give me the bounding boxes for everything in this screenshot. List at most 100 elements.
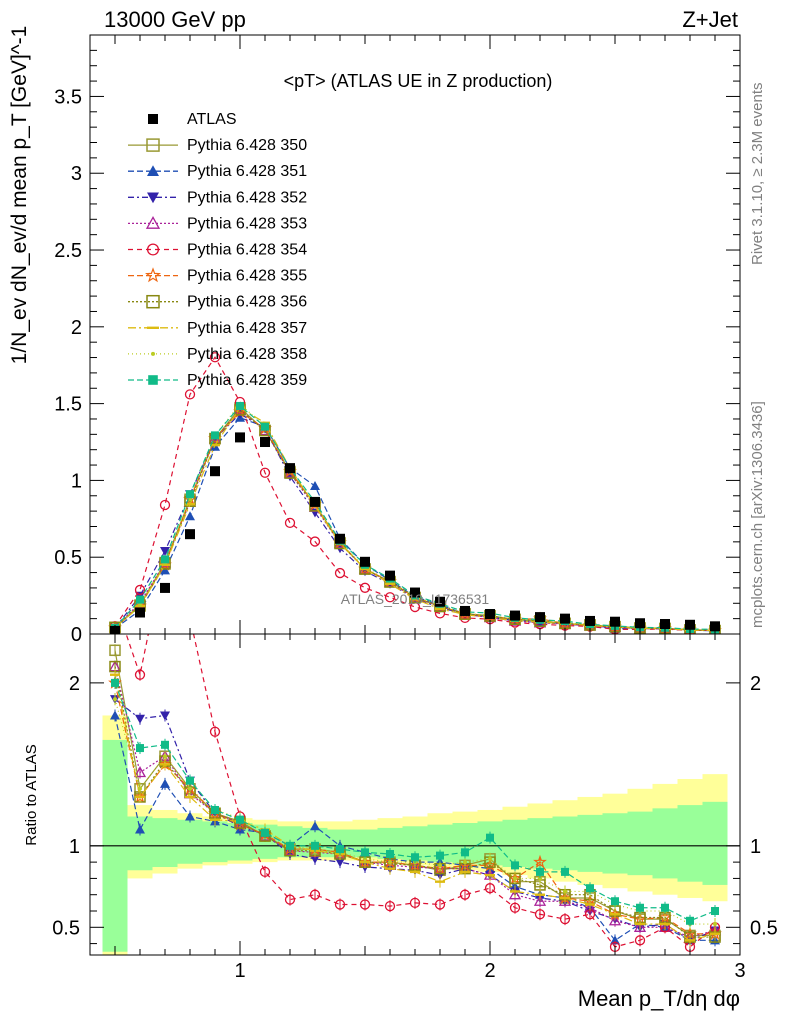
- legend-marker: [147, 192, 159, 204]
- legend-label: Pythia 6.428 357: [187, 320, 307, 337]
- legend-label: Pythia 6.428 352: [187, 189, 307, 206]
- band-inner-bin: [552, 816, 578, 871]
- band-inner-bin: [677, 805, 703, 882]
- main-point: [310, 481, 320, 491]
- ratio-point: [286, 841, 294, 850]
- main-point: [211, 431, 219, 440]
- main-point: [138, 602, 142, 607]
- ratio-point: [513, 876, 517, 881]
- ratio-point: [686, 916, 694, 925]
- legend-item: Pythia 6.428 351: [128, 163, 307, 180]
- main-point: [160, 563, 170, 567]
- rivet-version-label: Rivet 3.1.10, ≥ 2.3M events: [749, 83, 766, 266]
- legend-label: Pythia 6.428 356: [187, 294, 307, 311]
- main-point: [185, 503, 195, 506]
- data-point: [460, 605, 470, 616]
- ratio-point: [111, 597, 120, 606]
- y-tick-label: 3.5: [54, 86, 82, 108]
- legend-label: Pythia 6.428 355: [187, 268, 307, 285]
- data-point: [585, 615, 595, 626]
- main-point: [159, 499, 171, 511]
- legend-item: Pythia 6.428 353: [128, 215, 307, 232]
- ratio-point: [409, 897, 421, 909]
- y-tick-label: 1: [71, 470, 82, 492]
- legend-marker: [148, 375, 158, 385]
- legend-label: Pythia 6.428 358: [187, 346, 307, 363]
- legend-item: Pythia 6.428 350: [128, 137, 307, 154]
- main-point: [210, 443, 220, 447]
- data-point: [285, 463, 295, 474]
- ratio-series: [111, 676, 719, 927]
- main-point: [184, 389, 196, 400]
- ratio-point: [209, 726, 221, 737]
- main-point: [284, 517, 296, 529]
- data-point: [185, 529, 195, 540]
- ratio-point: [384, 900, 396, 912]
- legend-marker: [146, 243, 160, 256]
- legend-marker: [147, 165, 159, 176]
- ratio-point: [508, 888, 522, 900]
- data-point: [410, 587, 420, 598]
- legend-label: Pythia 6.428 351: [187, 163, 307, 180]
- ratio-point: [133, 766, 147, 778]
- x-tick-label: 2: [484, 960, 495, 982]
- legend: ATLAS Pythia 6.428 350 Pythia 6.428 351 Pyt…: [128, 111, 307, 389]
- legend-item: Pythia 6.428 358: [128, 346, 307, 363]
- data-point: [235, 432, 245, 443]
- ratio-y-tick-label: 1: [69, 836, 80, 858]
- main-point: [209, 352, 221, 363]
- ratio-point: [335, 858, 345, 868]
- legend-label: ATLAS: [187, 111, 237, 128]
- legend-marker: [148, 114, 158, 124]
- ratio-point: [563, 889, 567, 894]
- legend-item: Pythia 6.428 355: [128, 267, 307, 285]
- ratio-point: [610, 913, 620, 916]
- ratio-point: [559, 914, 571, 925]
- ratio-point: [685, 939, 695, 942]
- ratio-point: [710, 932, 720, 936]
- ratio-point: [136, 744, 144, 753]
- legend-marker: [145, 267, 161, 283]
- legend-label: Pythia 6.428 350: [187, 137, 307, 154]
- main-point: [309, 536, 321, 547]
- ratio-panel-content: [90, 597, 740, 955]
- ratio-point: [635, 922, 645, 926]
- legend-marker: [146, 138, 160, 152]
- ratio-point: [109, 644, 121, 657]
- main-point: [136, 595, 144, 604]
- ratio-point: [463, 860, 467, 865]
- header-left: 13000 GeV pp: [104, 7, 246, 32]
- data-point: [335, 533, 345, 544]
- ratio-point: [585, 903, 595, 906]
- y-tick-label: 3: [71, 163, 82, 185]
- ratio-point: [160, 778, 170, 788]
- main-point: [261, 422, 269, 431]
- plot-title: <pT> (ATLAS UE in Z production): [284, 71, 553, 91]
- main-point: [236, 401, 244, 410]
- ratio-point: [461, 848, 469, 857]
- ratio-point: [586, 884, 594, 893]
- ratio-point: [259, 866, 271, 878]
- ratio-point: [363, 856, 367, 861]
- ratio-point: [661, 903, 669, 912]
- ratio-point: [388, 860, 392, 865]
- main-point: [186, 490, 194, 499]
- data-point: [710, 621, 720, 632]
- ratio-point: [310, 821, 320, 831]
- ratio-point: [185, 811, 195, 821]
- data-point: [210, 466, 220, 477]
- ratio-point: [510, 890, 520, 893]
- main-point: [160, 547, 170, 557]
- data-point: [535, 612, 545, 623]
- ratio-point: [538, 876, 542, 881]
- ratio-point: [485, 873, 495, 877]
- band-inner-bin: [577, 814, 603, 872]
- ratio-point: [533, 894, 547, 906]
- band-inner-bin: [702, 801, 728, 885]
- main-point: [160, 565, 170, 575]
- y-tick-label: 2: [71, 317, 82, 339]
- ratio-point: [713, 922, 717, 927]
- data-point: [385, 570, 395, 581]
- ratio-point: [210, 818, 220, 821]
